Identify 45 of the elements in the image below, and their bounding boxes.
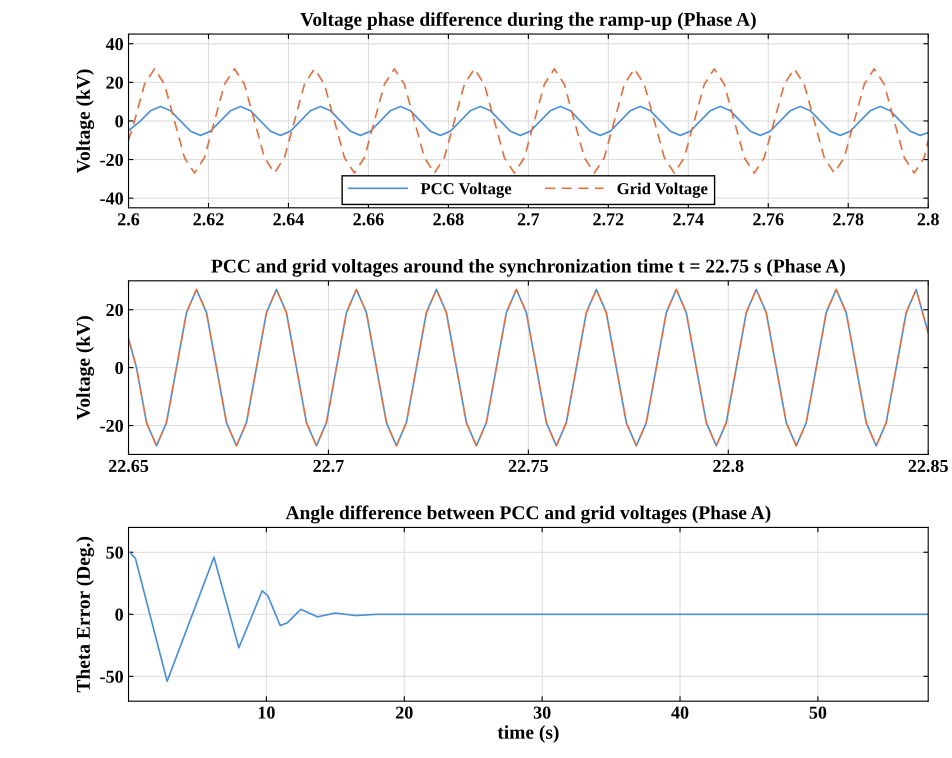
- y-tick-label: -20: [100, 420, 123, 432]
- line-series: [128, 68, 928, 174]
- x-tick-label: 22.7: [313, 460, 344, 472]
- x-tick-label: 2.74: [673, 213, 704, 226]
- x-tick-label: 2.62: [193, 213, 224, 226]
- y-tick-label: -50: [100, 670, 123, 683]
- x-tick-label: 2.66: [353, 213, 384, 226]
- x-tick-label: 22.85: [908, 460, 948, 472]
- chart-title: Angle difference between PCC and grid voltages (Phase A): [286, 505, 770, 524]
- line-series: [128, 288, 928, 447]
- x-tick-label: 30: [534, 706, 550, 719]
- legend-label: PCC Voltage: [420, 182, 512, 198]
- line-series: [129, 551, 928, 682]
- x-tick-label: 40: [671, 706, 688, 719]
- x-tick-label: 2.64: [273, 213, 304, 226]
- y-tick-label: -40: [100, 192, 123, 205]
- y-tick-label: 40: [106, 38, 123, 50]
- x-tick-label: 2.78: [833, 213, 864, 226]
- y-tick-label: 20: [106, 304, 123, 316]
- y-tick-label: 0: [115, 115, 123, 128]
- legend-label: Grid Voltage: [618, 182, 708, 198]
- x-axis-title: time (s): [498, 725, 559, 743]
- x-tick-label: 22.65: [108, 460, 148, 472]
- chart-title: Voltage phase difference during the ramp-up (Phase A): [300, 12, 756, 30]
- x-tick-label: 2.8: [918, 213, 939, 226]
- x-tick-label: 2.68: [433, 213, 464, 226]
- x-tick-label: 50: [810, 706, 826, 719]
- y-tick-label: 50: [106, 546, 123, 559]
- x-tick-label: 10: [258, 706, 275, 719]
- y-tick-label: -20: [100, 154, 123, 166]
- x-tick-label: 2.6: [118, 213, 140, 226]
- x-tick-label: 2.7: [518, 213, 540, 226]
- y-axis-title: Theta Error (Deg.): [76, 536, 94, 692]
- chart-title: PCC and grid voltages around the synchronization time t = 22.75 s (Phase A): [211, 258, 845, 277]
- y-tick-label: 0: [115, 608, 123, 621]
- y-axis-title: Voltage (kV): [76, 316, 94, 420]
- line-series: [128, 106, 928, 136]
- x-tick-label: 22.8: [713, 460, 744, 472]
- x-tick-label: 2.72: [593, 213, 624, 226]
- x-tick-label: 20: [396, 706, 413, 719]
- y-tick-label: 0: [115, 362, 123, 374]
- y-tick-label: 20: [106, 76, 123, 89]
- y-axis-title: Voltage (kV): [76, 70, 94, 174]
- x-tick-label: 22.75: [508, 460, 548, 472]
- x-tick-label: 2.76: [753, 213, 784, 226]
